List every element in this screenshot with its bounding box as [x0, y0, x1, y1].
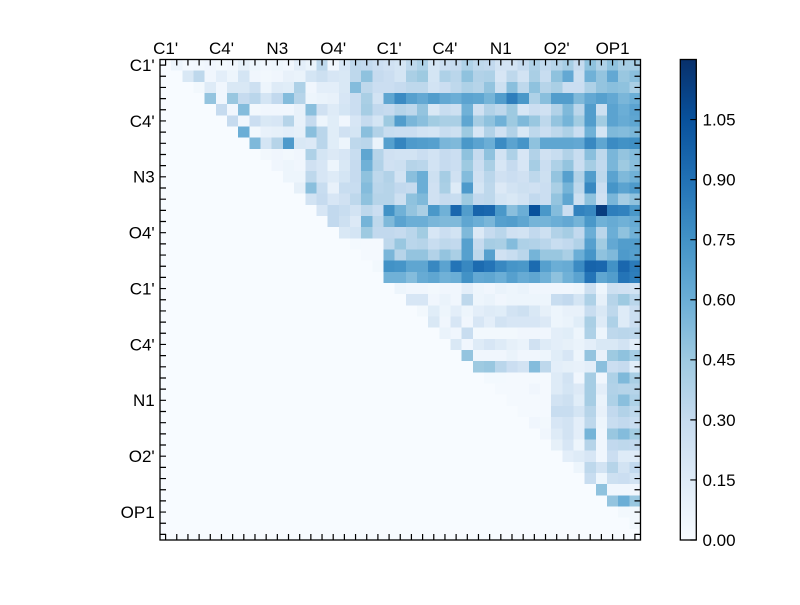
svg-text:OP1: OP1 [121, 503, 155, 522]
svg-text:C1': C1' [130, 56, 155, 75]
svg-text:O4': O4' [320, 39, 346, 58]
svg-text:C4': C4' [432, 39, 457, 58]
svg-text:1.05: 1.05 [703, 110, 736, 129]
svg-text:C4': C4' [130, 335, 155, 354]
svg-text:0.30: 0.30 [703, 411, 736, 430]
svg-text:C4': C4' [209, 39, 234, 58]
svg-text:0.45: 0.45 [703, 351, 736, 370]
svg-text:C4': C4' [130, 112, 155, 131]
svg-text:N3: N3 [133, 168, 155, 187]
svg-text:O4': O4' [129, 224, 155, 243]
svg-text:0.15: 0.15 [703, 471, 736, 490]
svg-text:O2': O2' [544, 39, 570, 58]
svg-text:C1': C1' [377, 39, 402, 58]
svg-text:N3: N3 [266, 39, 288, 58]
svg-text:C1': C1' [130, 280, 155, 299]
svg-text:C1': C1' [153, 39, 178, 58]
svg-text:0.60: 0.60 [703, 291, 736, 310]
svg-text:N1: N1 [490, 39, 512, 58]
svg-text:OP1: OP1 [596, 39, 630, 58]
svg-text:0.75: 0.75 [703, 231, 736, 250]
svg-text:N1: N1 [133, 391, 155, 410]
svg-text:0.90: 0.90 [703, 171, 736, 190]
svg-text:O2': O2' [129, 447, 155, 466]
svg-text:0.00: 0.00 [703, 531, 736, 550]
